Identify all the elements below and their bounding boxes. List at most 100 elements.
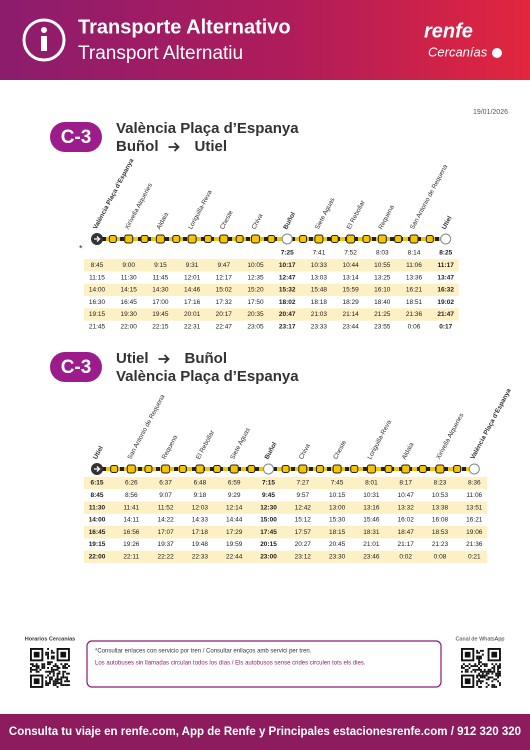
time-cell: 6:15 — [90, 480, 103, 487]
time-cell: 8:45 — [91, 262, 104, 269]
qr-module — [66, 680, 68, 683]
qr-module — [481, 674, 484, 677]
qr-module — [68, 680, 70, 683]
stop-marker — [219, 234, 229, 244]
stop-marker — [229, 464, 239, 474]
stop-marker — [366, 464, 376, 474]
qr-module — [491, 676, 494, 679]
station-label: Chiva — [251, 212, 265, 230]
qr-module — [489, 670, 492, 673]
qr-module — [45, 680, 48, 683]
qr-module — [481, 670, 484, 673]
qr-module — [58, 670, 61, 673]
time-cell: 10:47 — [398, 492, 415, 499]
qr-module — [478, 678, 480, 681]
stop-marker — [124, 234, 134, 244]
time-cell: 12:17 — [216, 274, 233, 281]
time-cell: 13:36 — [406, 274, 423, 281]
qr-module — [47, 657, 49, 660]
time-cell: 7:25 — [281, 250, 294, 257]
qr-module — [52, 682, 55, 685]
qr-module — [474, 668, 477, 671]
qr-module — [47, 663, 49, 666]
qr-module — [464, 668, 467, 671]
qr-module — [497, 667, 499, 669]
stop-marker — [298, 464, 308, 474]
qr-module — [464, 665, 467, 667]
time-cell: 17:50 — [247, 299, 264, 306]
qr-module — [35, 665, 38, 667]
time-cell: 8:14 — [408, 250, 421, 257]
qr-module — [45, 684, 48, 686]
qr-module — [52, 680, 55, 683]
qr-module — [478, 661, 480, 664]
time-cell: 0:08 — [434, 554, 447, 561]
qr-module — [39, 668, 42, 671]
qr-label: Canal de WhatsApp — [456, 636, 505, 642]
time-cell: 19:26 — [123, 541, 140, 548]
time-cell: 20:45 — [329, 541, 346, 548]
time-cell: 10:31 — [363, 492, 380, 499]
qr-module — [478, 672, 480, 675]
qr-module — [64, 667, 67, 669]
time-cell: 7:45 — [331, 480, 344, 487]
time-cell: 19:15 — [89, 541, 106, 548]
station-label: Requena — [377, 204, 396, 231]
bus-icon — [267, 235, 276, 243]
qr-module — [49, 682, 51, 685]
qr-module — [495, 674, 498, 677]
row-note: * — [79, 243, 83, 253]
qr-module — [497, 676, 499, 679]
qr-module — [64, 663, 67, 666]
station-label: Utiel — [441, 215, 454, 231]
time-cell: 9:00 — [122, 262, 135, 269]
time-cell: 8:17 — [399, 480, 412, 487]
time-cell: 17:57 — [295, 529, 312, 536]
qr-module — [495, 678, 498, 681]
qr-module — [476, 668, 479, 671]
qr-module — [41, 667, 44, 669]
time-cell: 8:25 — [439, 250, 452, 257]
qr-module — [66, 667, 68, 669]
time-cell: 15:02 — [216, 287, 233, 294]
arrow-icon — [158, 354, 170, 364]
stop-marker — [332, 464, 342, 474]
qr-module — [56, 682, 59, 685]
info-icon-dot — [41, 27, 47, 33]
qr-module — [52, 651, 55, 654]
qr-module — [466, 665, 469, 667]
qr-module — [487, 668, 490, 671]
time-cell: 18:47 — [398, 529, 415, 536]
row-stripe — [84, 476, 488, 490]
time-cell: 17:45 — [260, 529, 277, 536]
qr-module — [49, 676, 51, 679]
time-cell: 11:06 — [406, 262, 422, 269]
time-cell: 18:15 — [329, 529, 346, 536]
qr-module — [478, 680, 480, 683]
bus-icon — [418, 465, 427, 473]
station-label: Siete Aguas — [314, 196, 337, 231]
time-cell: 19:59 — [226, 541, 243, 548]
time-cell: 12:42 — [295, 504, 312, 511]
qr-module — [35, 663, 38, 666]
qr-module — [489, 668, 492, 671]
time-cell: 6:59 — [228, 480, 241, 487]
qr-module — [480, 668, 482, 671]
time-cell: 13:38 — [432, 504, 449, 511]
station-label: Buñol — [282, 211, 297, 231]
header-title: Transporte Alternativo — [78, 16, 291, 38]
qr-module — [45, 670, 48, 673]
time-cell: 12:47 — [279, 274, 296, 281]
qr-module — [478, 651, 480, 654]
qr-module — [483, 665, 486, 667]
station-label: Chiva — [298, 442, 312, 460]
qr-module — [66, 676, 68, 679]
qr-module — [49, 678, 51, 681]
time-cell: 16:02 — [398, 517, 415, 524]
header-band — [0, 0, 530, 80]
route-heading: Utiel — [195, 138, 228, 155]
qr-module — [60, 663, 63, 666]
time-cell: 13:47 — [437, 274, 454, 281]
qr-module — [35, 668, 38, 671]
